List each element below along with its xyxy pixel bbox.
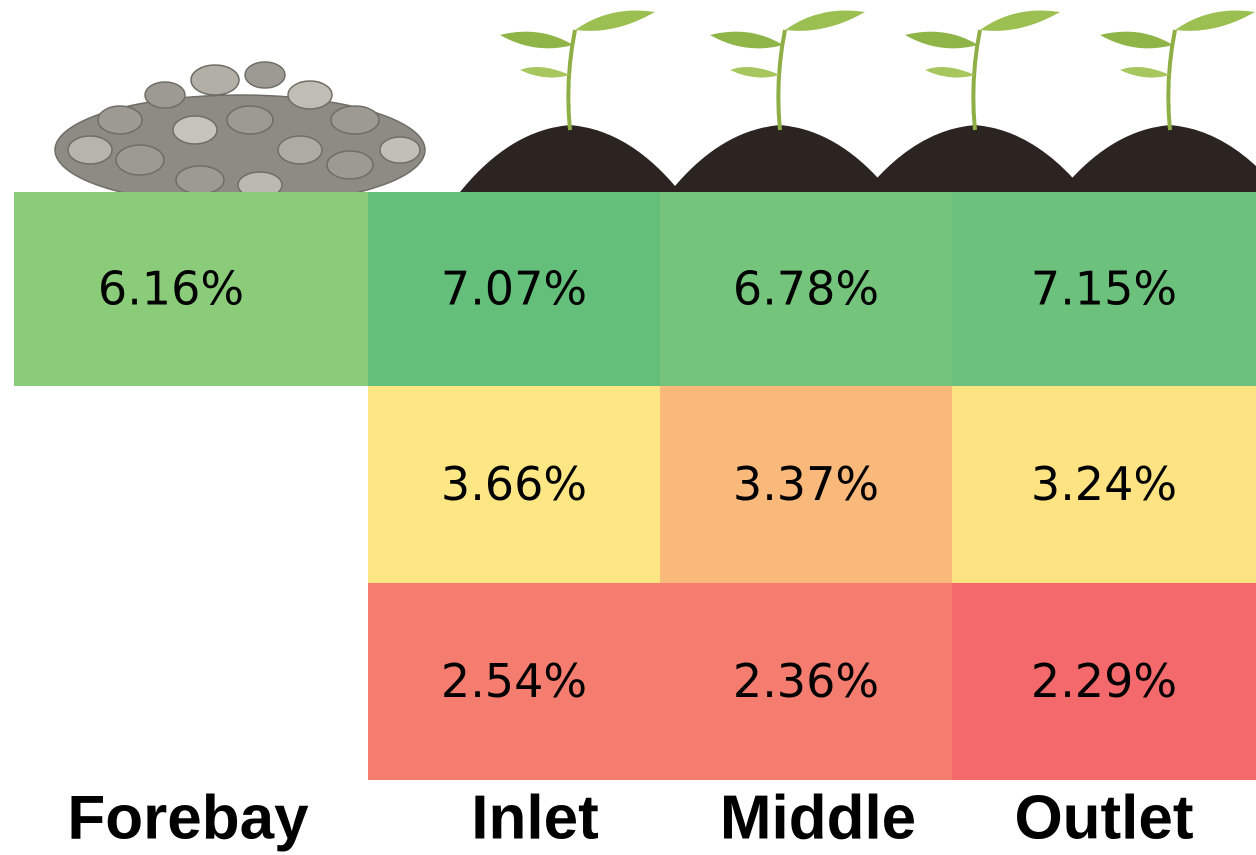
soil-mound (865, 125, 1085, 192)
leaf (1175, 10, 1255, 31)
cell-value: 3.66% (441, 457, 587, 511)
column-labels: Forebay Inlet Middle Outlet (67, 783, 1193, 852)
column-label: Outlet (1014, 783, 1193, 852)
cell (952, 386, 1256, 583)
cell-value: 7.15% (1031, 262, 1177, 316)
leaf (980, 10, 1060, 31)
leaf (730, 66, 780, 78)
leaf (575, 10, 655, 31)
seedlings (460, 10, 1256, 192)
stem (776, 29, 787, 131)
leaf (1100, 31, 1173, 49)
cell (368, 386, 660, 583)
stem (566, 29, 577, 131)
cell-value: 7.07% (441, 262, 587, 316)
soil-mound (460, 125, 680, 192)
soil-mound (1060, 125, 1256, 192)
leaf (785, 10, 865, 31)
cell-value: 6.78% (733, 262, 879, 316)
column-label: Forebay (67, 783, 309, 852)
cell (368, 192, 660, 386)
cell-value: 3.24% (1031, 457, 1177, 511)
leaf (1120, 66, 1170, 78)
cell (660, 192, 952, 386)
cell (660, 583, 952, 780)
leaf (500, 31, 573, 49)
cell (660, 386, 952, 583)
cell (952, 583, 1256, 780)
stem (971, 29, 982, 131)
cell-value: 6.16% (98, 262, 244, 316)
leaf (905, 31, 978, 49)
leaf (925, 66, 975, 78)
column-label: Middle (720, 783, 916, 852)
heatmap: 6.16% 7.07% 6.78% 7.15% 3.66% 3.37% 3.24% 2.54%… (14, 192, 1256, 780)
cell-value: 3.37% (733, 457, 879, 511)
cell-value: 2.54% (441, 654, 587, 708)
decoration (54, 10, 1256, 218)
gravel-pile (54, 61, 426, 218)
cell (952, 192, 1256, 386)
stem (1166, 29, 1177, 131)
column-label: Inlet (471, 783, 598, 852)
leaf (520, 66, 570, 78)
cell-value: 2.36% (733, 654, 879, 708)
cell (368, 583, 660, 780)
cell-value: 2.29% (1031, 654, 1177, 708)
soil-mound (670, 125, 890, 192)
cell (14, 192, 368, 386)
leaf (710, 31, 783, 49)
